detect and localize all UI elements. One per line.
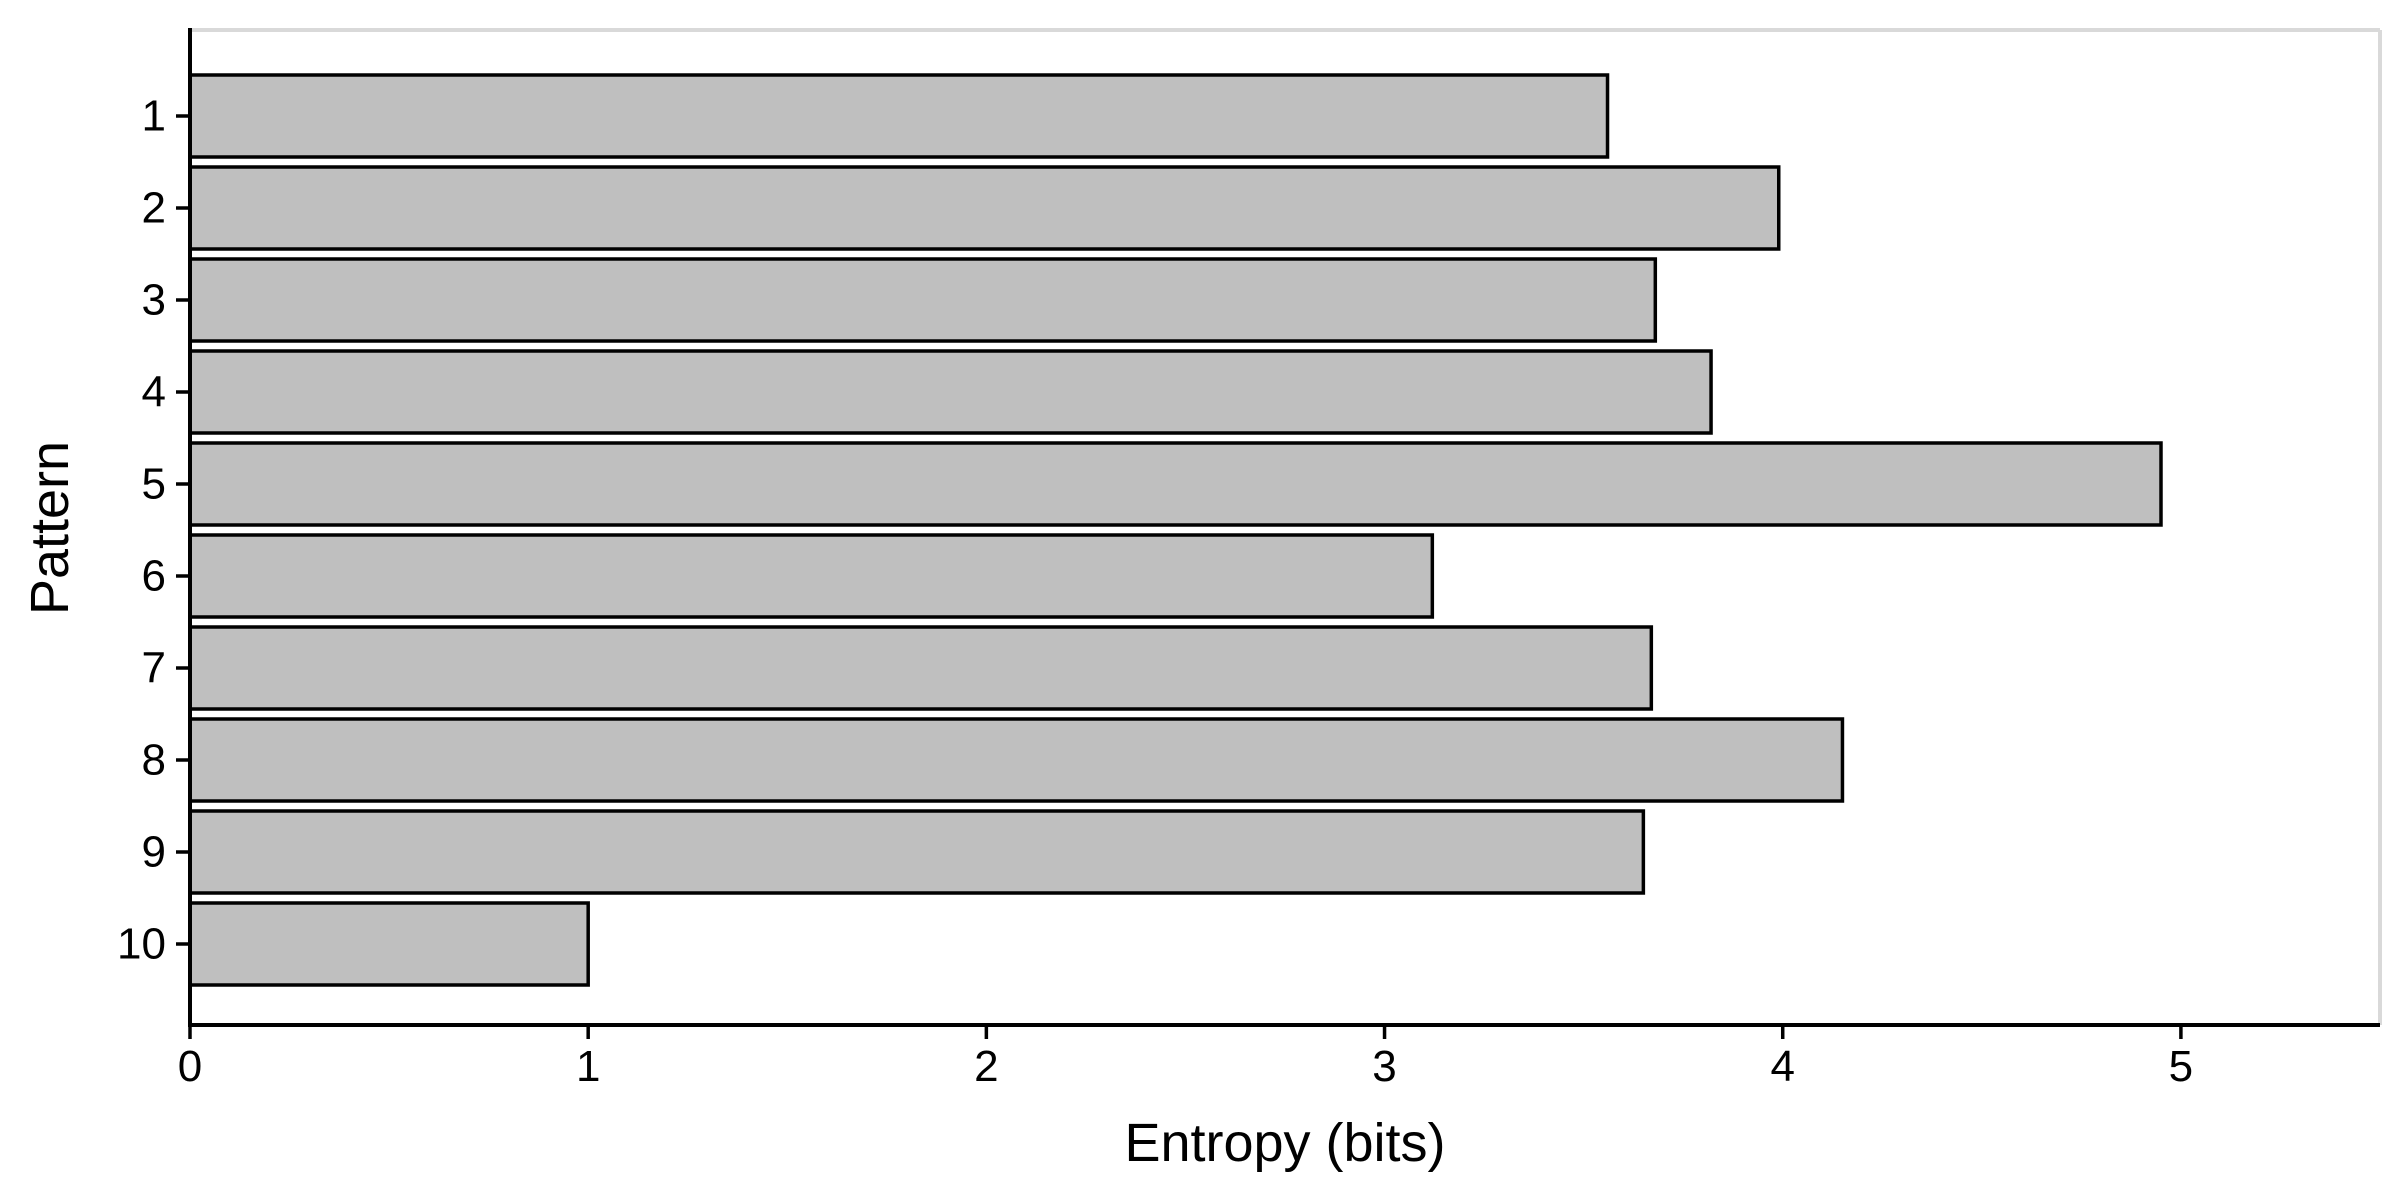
x-tick-label: 4 <box>1770 1042 1794 1091</box>
y-tick-label: 7 <box>142 644 166 693</box>
bar-pattern-6 <box>188 533 1435 619</box>
x-axis-ticks: 0 1 2 3 4 5 <box>178 1025 2193 1091</box>
bar-pattern-8 <box>188 717 1845 803</box>
y-axis-ticks: 1 2 3 4 5 6 7 8 9 10 <box>117 92 190 969</box>
bar-pattern-3 <box>188 257 1658 343</box>
bar-pattern-1 <box>188 73 1610 159</box>
x-tick-label: 3 <box>1372 1042 1396 1091</box>
y-tick-label: 8 <box>142 736 166 785</box>
y-tick-label: 2 <box>142 184 166 233</box>
y-tick-label: 4 <box>142 368 166 417</box>
x-tick-label: 0 <box>178 1042 202 1091</box>
x-tick-label: 2 <box>974 1042 998 1091</box>
bar-pattern-7 <box>188 625 1654 711</box>
y-tick-label: 10 <box>117 920 166 969</box>
y-tick-label: 1 <box>142 92 166 141</box>
x-tick-label: 1 <box>576 1042 600 1091</box>
bar-pattern-2 <box>188 165 1781 251</box>
x-axis-title: Entropy (bits) <box>1124 1113 1445 1173</box>
y-tick-label: 5 <box>142 460 166 509</box>
bar-pattern-5 <box>188 441 2163 527</box>
bar-pattern-9 <box>188 809 1646 895</box>
bar-pattern-4 <box>188 349 1713 435</box>
y-tick-label: 9 <box>142 828 166 877</box>
y-tick-label: 3 <box>142 276 166 325</box>
y-tick-label: 6 <box>142 552 166 601</box>
y-axis-title: Pattern <box>20 441 80 615</box>
bar-pattern-10 <box>188 901 590 987</box>
x-tick-label: 5 <box>2169 1042 2193 1091</box>
